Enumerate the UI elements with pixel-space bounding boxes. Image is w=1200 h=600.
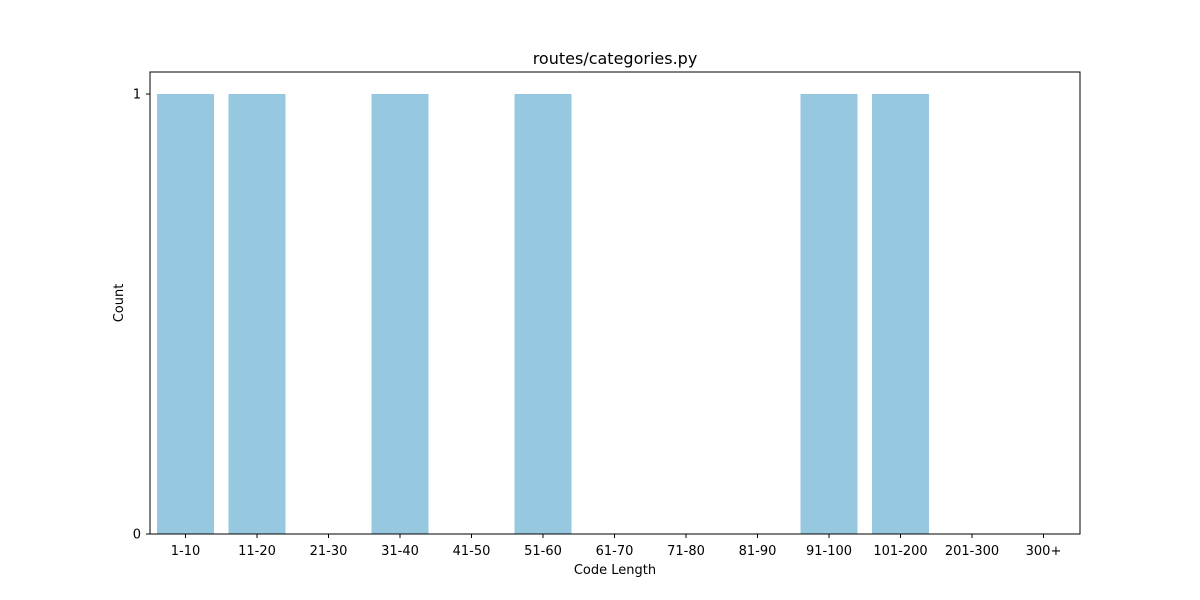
plot-frame <box>149 71 1081 535</box>
x-tick-label: 201-300 <box>945 544 999 559</box>
x-tick-label: 71-80 <box>667 544 705 559</box>
chart-title: routes/categories.py <box>533 49 698 68</box>
y-tick-label: 0 <box>133 528 141 543</box>
y-axis-label: Count <box>112 284 127 323</box>
bars <box>157 94 929 534</box>
x-tick-label: 81-90 <box>739 544 777 559</box>
x-tick-label: 41-50 <box>453 544 491 559</box>
x-tick-label: 21-30 <box>310 544 348 559</box>
x-tick-label: 300+ <box>1026 544 1062 559</box>
bar-1-10 <box>157 94 214 534</box>
bar-101-200 <box>872 94 929 534</box>
x-tick-label: 61-70 <box>596 544 634 559</box>
x-tick-label: 91-100 <box>806 544 852 559</box>
x-tick-label: 101-200 <box>873 544 927 559</box>
bar-31-40 <box>371 94 429 534</box>
x-tick-label: 31-40 <box>381 544 419 559</box>
bar-51-60 <box>514 94 572 534</box>
bar-11-20 <box>228 94 286 534</box>
x-axis: 1-10 11-20 21-30 31-40 41-50 51-60 61-70 71-80 8… <box>171 534 1062 559</box>
y-tick-label: 1 <box>133 88 141 103</box>
y-axis: 01 <box>133 88 150 543</box>
x-tick-label: 1-10 <box>171 544 201 559</box>
x-axis-label: Code Length <box>574 563 656 578</box>
x-tick-label: 51-60 <box>524 544 562 559</box>
bar-91-100 <box>800 94 858 534</box>
x-tick-label: 11-20 <box>238 544 276 559</box>
